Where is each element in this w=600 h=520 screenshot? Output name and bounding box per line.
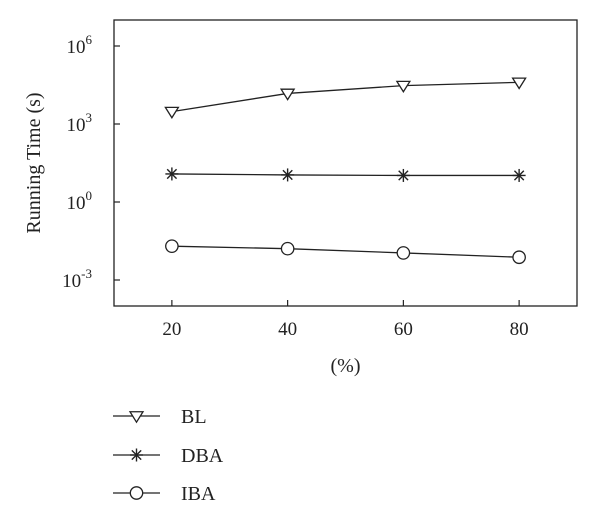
y-tick-base: 10: [67, 115, 86, 136]
series-layer: [164, 77, 527, 265]
y-tick-label: 106: [67, 32, 93, 58]
y-tick-exponent: -3: [81, 266, 92, 281]
legend-label: BL: [181, 406, 207, 428]
legend-item-iba: IBA: [113, 483, 216, 505]
legend-item-bl: BL: [113, 406, 207, 428]
y-tick-base: 10: [67, 37, 86, 58]
series-dba: [165, 167, 526, 182]
y-tick-exponent: 0: [86, 188, 93, 203]
y-tick-label: 100: [67, 188, 93, 214]
x-tick-label: 20: [162, 319, 181, 340]
data-point-dba: [512, 168, 526, 182]
y-tick-exponent: 3: [86, 110, 93, 125]
x-tick-label: 60: [394, 319, 413, 340]
data-point-bl: [279, 88, 296, 101]
y-tick-label: 103: [67, 110, 93, 136]
data-point-dba: [396, 168, 410, 182]
y-axis-label: Running Time (s): [23, 92, 45, 233]
y-tick-base: 10: [62, 271, 81, 292]
legend-marker-iba: [129, 486, 144, 500]
legend-marker-dba: [130, 448, 143, 462]
data-point-iba: [280, 241, 295, 256]
x-axis-label: (%): [331, 355, 361, 377]
data-point-dba: [281, 168, 295, 182]
legend-label: IBA: [181, 483, 216, 505]
data-point-bl: [164, 106, 180, 119]
data-point-iba: [165, 239, 179, 253]
series-line-dba: [171, 173, 520, 177]
x-tick-label: 80: [510, 319, 529, 340]
y-tick-base: 10: [67, 193, 86, 214]
plot-area-frame: [113, 19, 578, 307]
data-point-bl: [511, 77, 527, 90]
series-bl: [164, 77, 527, 119]
series-line-bl: [171, 81, 520, 113]
y-tick-label: 10-3: [62, 266, 92, 292]
data-point-dba: [165, 167, 179, 181]
legend: BL DBA IBA: [113, 406, 224, 505]
data-point-bl: [395, 80, 412, 93]
x-axis: 20 40 60 80: [162, 300, 529, 340]
data-point-iba: [396, 246, 411, 260]
series-iba: [165, 239, 526, 265]
series-line-iba: [171, 245, 520, 258]
x-tick-label: 40: [278, 319, 297, 340]
data-point-iba: [512, 250, 526, 265]
legend-label: DBA: [181, 445, 224, 467]
legend-marker-bl: [128, 411, 145, 424]
legend-item-dba: DBA: [113, 445, 224, 467]
y-tick-exponent: 6: [86, 32, 93, 47]
